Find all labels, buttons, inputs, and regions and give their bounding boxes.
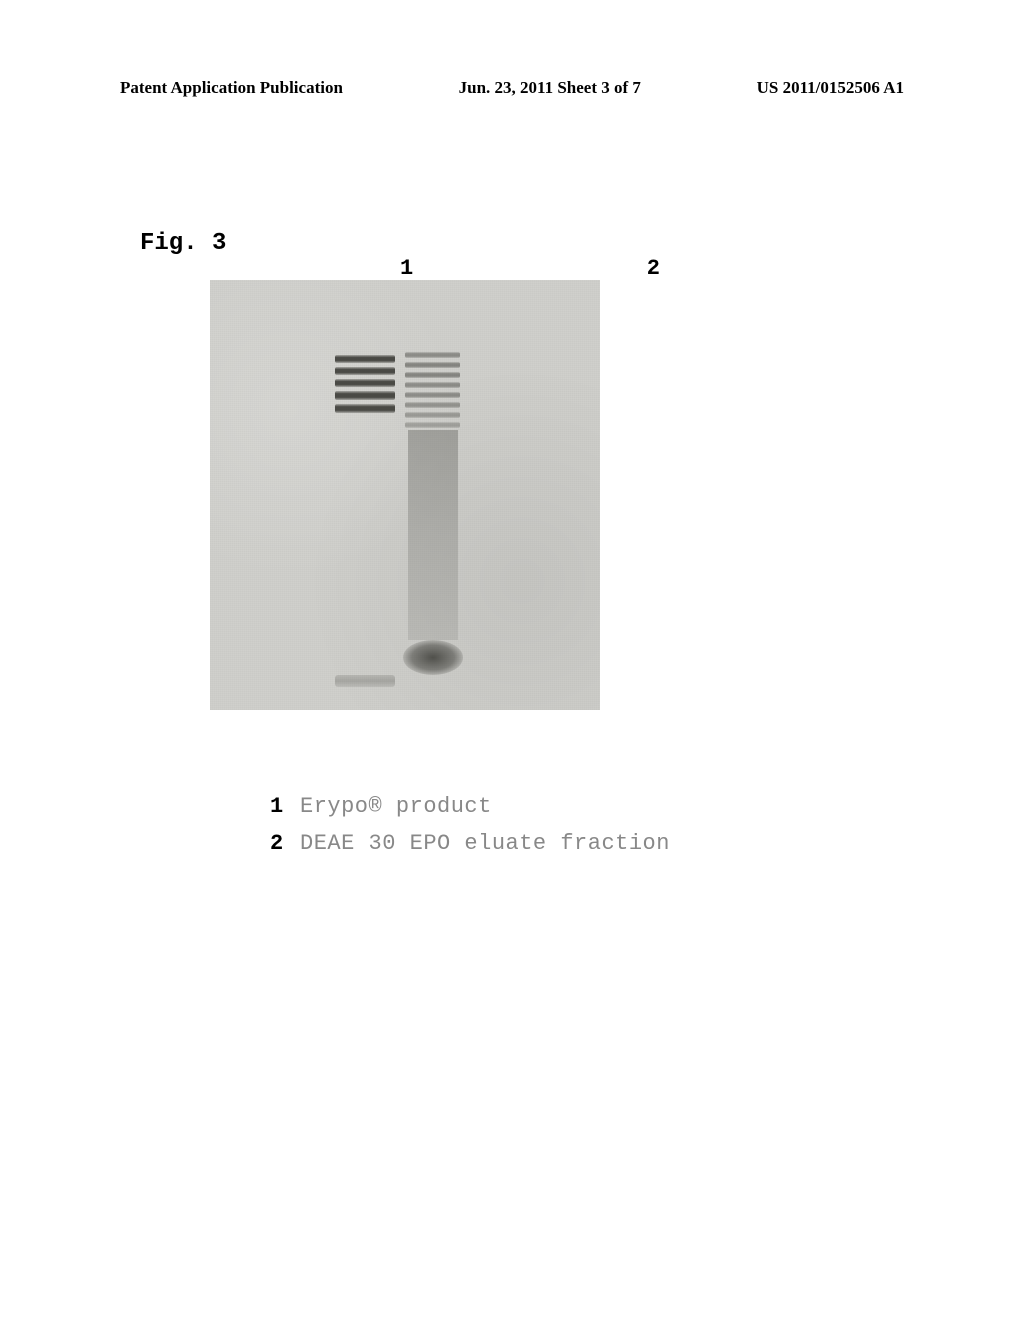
- gel-band-lane1: [335, 355, 395, 363]
- gel-band-lane1: [335, 367, 395, 375]
- legend-text-2: DEAE 30 EPO eluate fraction: [300, 827, 670, 860]
- figure-label: Fig. 3: [140, 230, 226, 257]
- gel-band-lane1: [335, 379, 395, 387]
- gel-band-lane2: [405, 362, 460, 368]
- header-left-text: Patent Application Publication: [120, 78, 343, 98]
- gel-band-lane2: [405, 372, 460, 378]
- gel-texture: [210, 280, 600, 710]
- gel-band-lane2: [405, 422, 460, 428]
- gel-band-lane2: [405, 382, 460, 388]
- lane2-blob: [403, 640, 463, 675]
- gel-image: [210, 280, 600, 710]
- gel-band-lane2: [405, 412, 460, 418]
- lane-label-2: 2: [647, 256, 660, 281]
- gel-band-lane2: [405, 402, 460, 408]
- lane-label-1: 1: [400, 256, 413, 281]
- page-header: Patent Application Publication Jun. 23, …: [0, 78, 1024, 98]
- gel-band-lane2: [405, 352, 460, 358]
- header-right-text: US 2011/0152506 A1: [757, 78, 904, 98]
- lane2-smear: [408, 430, 458, 640]
- lane1-bottom-smear: [335, 675, 395, 687]
- gel-band-lane2: [405, 392, 460, 398]
- legend-text-1: Erypo® product: [300, 790, 492, 823]
- gel-band-lane1: [335, 391, 395, 400]
- gel-container: 1 2: [210, 280, 600, 710]
- figure-legend: 1 Erypo® product 2 DEAE 30 EPO eluate fr…: [270, 790, 670, 864]
- legend-row: 1 Erypo® product: [270, 790, 670, 823]
- legend-num-1: 1: [270, 790, 288, 823]
- legend-row: 2 DEAE 30 EPO eluate fraction: [270, 827, 670, 860]
- gel-band-lane1: [335, 404, 395, 413]
- legend-num-2: 2: [270, 827, 288, 860]
- header-center-text: Jun. 23, 2011 Sheet 3 of 7: [459, 78, 641, 98]
